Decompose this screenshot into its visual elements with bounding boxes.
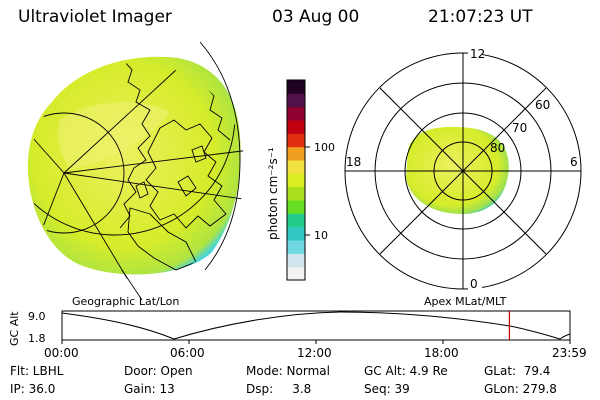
x-tick-label-1200: 12:00 <box>297 346 332 360</box>
time-label: 21:07:23 UT <box>428 7 533 27</box>
color-bar-segment <box>287 253 305 268</box>
info-mode: Mode: Normal <box>246 364 330 378</box>
color-bar-segment <box>287 173 305 188</box>
color-bar-segment <box>287 80 305 94</box>
y-min-label: 1.8 <box>28 332 46 345</box>
altitude-curve <box>61 311 571 340</box>
color-bar-frame <box>286 79 306 281</box>
date-label: 03 Aug 00 <box>272 7 360 27</box>
x-tick-label-0000: 00:00 <box>44 346 79 360</box>
tick-label-100: 100 <box>314 141 335 154</box>
geo-projection-label: Geographic Lat/Lon <box>72 295 179 308</box>
coastline-island-3 <box>191 145 207 163</box>
info-glon: GLon: 279.8 <box>484 382 557 396</box>
axis-diagonal-2 <box>379 87 547 255</box>
info-gcalt: GC Alt: 4.9 Re <box>364 364 448 378</box>
lat-circle-mid <box>29 112 125 234</box>
color-bar-segment <box>287 266 305 281</box>
color-bar-segment <box>287 146 305 161</box>
mlat-label-80: 80 <box>490 141 505 155</box>
meridian-5 <box>29 109 65 174</box>
tick-label-10: 10 <box>314 229 328 242</box>
meridian-ext <box>121 269 143 301</box>
color-bar <box>287 80 305 281</box>
mlt-label-6: 6 <box>570 155 578 169</box>
info-gain: Gain: 13 <box>124 382 175 396</box>
coastline-island-4 <box>135 181 149 199</box>
color-bar-segment <box>287 213 305 228</box>
info-ip: IP: 36.0 <box>10 382 56 396</box>
color-bar-segment <box>287 93 305 108</box>
instrument-title: Ultraviolet Imager <box>18 7 172 27</box>
polar-plot: 12 0 18 6 60 70 80 <box>344 46 582 291</box>
lat-arc-outside <box>199 41 241 271</box>
coastline-east <box>203 83 231 141</box>
apex-projection-label: Apex MLat/MLT <box>424 295 507 308</box>
coastline-hudson <box>127 207 197 271</box>
x-tick-label-1800: 18:00 <box>424 346 459 360</box>
info-door: Door: Open <box>124 364 193 378</box>
color-bar-segment <box>287 200 305 214</box>
color-bar-segment <box>287 240 305 254</box>
color-bar-segment <box>287 133 305 148</box>
color-bar-segment <box>287 226 305 241</box>
color-bar-segment <box>287 186 305 201</box>
y-max-label: 9.0 <box>28 310 46 323</box>
altitude-plot-frame <box>61 310 571 341</box>
meridian-6 <box>63 149 245 174</box>
meridian-1 <box>63 172 245 201</box>
mlt-label-0: 0 <box>470 277 478 291</box>
color-bar-segment <box>287 120 305 134</box>
meridian-2 <box>63 69 177 174</box>
info-seq: Seq: 39 <box>364 382 410 396</box>
info-dsp: Dsp: 3.8 <box>246 382 312 396</box>
color-bar-segment <box>287 106 305 121</box>
x-tick-label-2359: 23:59 <box>552 346 587 360</box>
mlt-label-18: 18 <box>346 155 361 169</box>
info-flt: Flt: LBHL <box>10 364 64 378</box>
color-bar-unit: photon cm⁻²s⁻¹ <box>266 147 280 240</box>
coastline-greenland <box>119 63 151 229</box>
mlat-label-70: 70 <box>512 121 527 135</box>
mlt-label-12: 12 <box>470 47 485 61</box>
mlat-label-60: 60 <box>535 98 550 112</box>
x-tick-label-0600: 06:00 <box>170 346 205 360</box>
info-glat: GLat: 79.4 <box>484 364 551 378</box>
auroral-oval-geo <box>27 56 241 275</box>
altitude-plot: GC Alt 9.0 1.8 <box>8 310 571 346</box>
color-bar-segment <box>287 160 305 174</box>
coastline-island-2 <box>177 175 197 197</box>
geographic-image <box>27 41 245 301</box>
y-axis-label: GC Alt <box>8 311 21 346</box>
